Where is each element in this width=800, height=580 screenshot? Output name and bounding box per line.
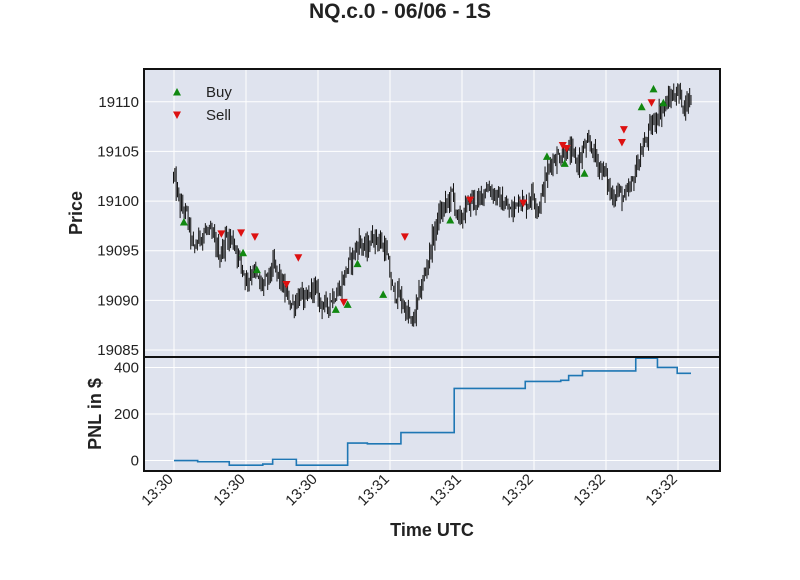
sell-marker bbox=[562, 144, 571, 153]
buy-marker bbox=[179, 217, 188, 226]
buy-marker bbox=[353, 259, 362, 268]
sell-marker bbox=[217, 230, 226, 238]
buy-marker bbox=[637, 102, 646, 111]
sell-marker bbox=[237, 229, 246, 237]
pnl-line bbox=[174, 357, 691, 466]
price-y-tick-label: 19105 bbox=[97, 143, 139, 160]
price-y-tick-label: 19095 bbox=[97, 243, 139, 260]
x-tick-label: 13:32 bbox=[642, 471, 681, 510]
price-axis-label: Price bbox=[66, 191, 86, 235]
buy-marker bbox=[659, 98, 668, 107]
x-tick-label: 13:30 bbox=[210, 471, 249, 510]
buy-marker bbox=[239, 248, 248, 257]
legend-label-sell: Sell bbox=[206, 107, 231, 124]
pnl-y-tick-label: 400 bbox=[114, 359, 139, 376]
x-tick-label: 13:30 bbox=[282, 471, 321, 510]
chart-title: NQ.c.0 - 06/06 - 1S bbox=[309, 0, 491, 23]
pnl-y-axis: 0 200 400 bbox=[114, 359, 139, 469]
pnl-y-tick-label: 0 bbox=[131, 453, 139, 470]
sell-marker bbox=[400, 233, 409, 241]
buy-marker bbox=[542, 152, 551, 160]
legend-label-buy: Buy bbox=[206, 84, 232, 101]
buy-marker bbox=[379, 290, 388, 298]
legend-marker-buy bbox=[173, 88, 181, 96]
price-panel-background bbox=[144, 69, 720, 357]
price-y-tick-label: 19090 bbox=[97, 292, 139, 309]
sell-marker bbox=[339, 298, 348, 307]
sell-marker bbox=[558, 141, 567, 150]
x-axis: 13:30 13:30 13:30 13:31 13:31 13:32 13:32 13:32 bbox=[138, 471, 681, 510]
sell-marker bbox=[282, 281, 291, 289]
buy-marker bbox=[560, 159, 569, 167]
x-tick-label: 13:32 bbox=[498, 471, 537, 510]
sell-marker bbox=[294, 254, 303, 262]
x-axis-label: Time UTC bbox=[390, 520, 474, 540]
buy-marker bbox=[446, 215, 455, 224]
buy-marker bbox=[252, 265, 261, 274]
pnl-axis-label: PNL in $ bbox=[85, 378, 105, 450]
sell-marker bbox=[617, 138, 626, 147]
buy-marker bbox=[580, 169, 589, 177]
sell-marker bbox=[619, 126, 628, 134]
sell-marker bbox=[250, 233, 259, 241]
trade-markers bbox=[179, 84, 668, 313]
legend-marker-sell bbox=[173, 111, 181, 119]
buy-marker bbox=[343, 300, 352, 308]
price-y-tick-label: 19110 bbox=[98, 94, 139, 111]
x-tick-label: 13:31 bbox=[354, 471, 393, 510]
pnl-panel-frame bbox=[143, 356, 721, 472]
x-tick-label: 13:30 bbox=[138, 471, 177, 510]
pnl-grid bbox=[144, 357, 720, 471]
sell-marker bbox=[465, 196, 474, 205]
buy-marker bbox=[331, 305, 340, 313]
price-ohlc-bars bbox=[173, 82, 692, 327]
price-y-tick-label: 19085 bbox=[97, 342, 139, 359]
legend: Buy Sell bbox=[173, 84, 232, 124]
sell-marker bbox=[647, 99, 656, 107]
sell-marker bbox=[519, 199, 528, 208]
x-tick-label: 13:32 bbox=[570, 471, 609, 510]
price-y-axis: 19085 19090 19095 19100 19105 19110 bbox=[97, 94, 139, 359]
pnl-y-tick-label: 200 bbox=[114, 406, 139, 423]
buy-marker bbox=[649, 84, 658, 93]
price-y-tick-label: 19100 bbox=[97, 193, 139, 210]
x-tick-label: 13:31 bbox=[426, 471, 465, 510]
pnl-line-group bbox=[174, 357, 691, 466]
